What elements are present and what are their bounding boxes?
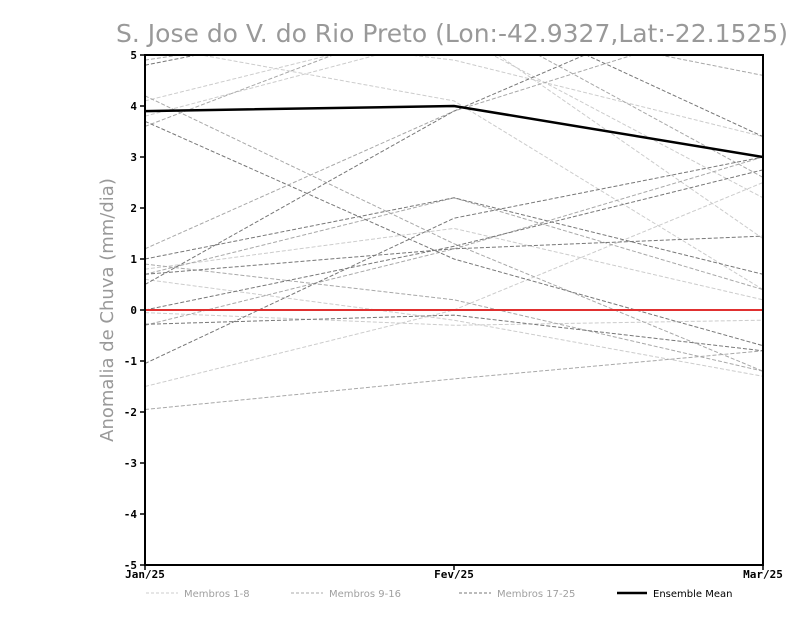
- series-layer: [145, 55, 763, 410]
- legend-label-membros-17-25: Membros 17-25: [497, 589, 575, 600]
- y-axis-ticks: 5 4 3 2 1 0 -1 -2 -3 -4 -5: [124, 49, 145, 572]
- series-line-membros-1-8-8: [145, 55, 763, 240]
- series-line-membros-9-16-7: [145, 156, 763, 326]
- series-line-membros-1-8-2: [145, 278, 763, 377]
- series-line-membros-17-25-6: [145, 314, 763, 352]
- y-tick-label-1: 1: [130, 253, 137, 266]
- series-line-membros-17-25-1: [145, 55, 586, 285]
- y-tick-label-3: 3: [130, 151, 137, 164]
- y-tick-label-5: -5: [124, 559, 137, 572]
- series-line-membros-9-16-6: [145, 55, 763, 178]
- y-tick-label-4: 4: [130, 100, 137, 113]
- series-line-membros-17-25-2: [145, 197, 763, 275]
- legend-label-membros-9-16: Membros 9-16: [329, 589, 401, 600]
- y-tick-label-1: -1: [124, 355, 138, 368]
- series-line-membros-9-16-3: [145, 263, 763, 372]
- series-line-membros-1-8-1: [145, 55, 763, 199]
- series-line-membros-1-8-4: [198, 55, 763, 291]
- ensemble-mean-layer: [145, 104, 763, 159]
- legend-label-membros-1-8: Membros 1-8: [184, 589, 250, 600]
- y-axis-label: Anomalia de Chuva (mm/dia): [97, 178, 118, 442]
- series-line-membros-17-25-4: [145, 120, 763, 347]
- series-line-membros-9-16-2: [145, 350, 763, 410]
- series-line-membros-17-25-3: [145, 235, 763, 275]
- series-line-membros-17-25-9: [585, 55, 763, 138]
- y-tick-label-3: -3: [124, 457, 137, 470]
- y-tick-label-2: 2: [130, 202, 137, 215]
- series-line-membros-1-8-5: [145, 312, 763, 326]
- chart-title: S. Jose do V. do Rio Preto (Lon:-42.9327…: [116, 19, 788, 48]
- legend: Membros 1-8 Membros 9-16 Membros 17-25 Ense…: [146, 589, 732, 600]
- x-tick-label-fev-25: Fev/25: [434, 568, 474, 581]
- x-tick-label-mar-25: Mar/25: [743, 568, 783, 581]
- series-line-membros-1-8-6: [405, 55, 763, 138]
- series-line-membros-1-8-3: [145, 182, 763, 387]
- x-axis-ticks: Jan/25 Fev/25 Mar/25: [125, 565, 783, 581]
- series-line-membros-17-25-8: [145, 169, 763, 311]
- y-tick-label-5: 5: [130, 49, 137, 62]
- series-line-membros-9-16-8: [145, 95, 763, 372]
- series-line-membros-1-8-7: [145, 227, 763, 301]
- x-tick-label-jan-25: Jan/25: [125, 568, 165, 581]
- series-line-membros-9-16-1: [145, 55, 635, 250]
- series-line-ensemble-mean-1: [145, 104, 763, 159]
- y-tick-label-0: 0: [130, 304, 137, 317]
- legend-label-ensemble-mean: Ensemble Mean: [653, 589, 732, 600]
- y-tick-label-2: -2: [124, 406, 137, 419]
- y-tick-label-4: -4: [124, 508, 138, 521]
